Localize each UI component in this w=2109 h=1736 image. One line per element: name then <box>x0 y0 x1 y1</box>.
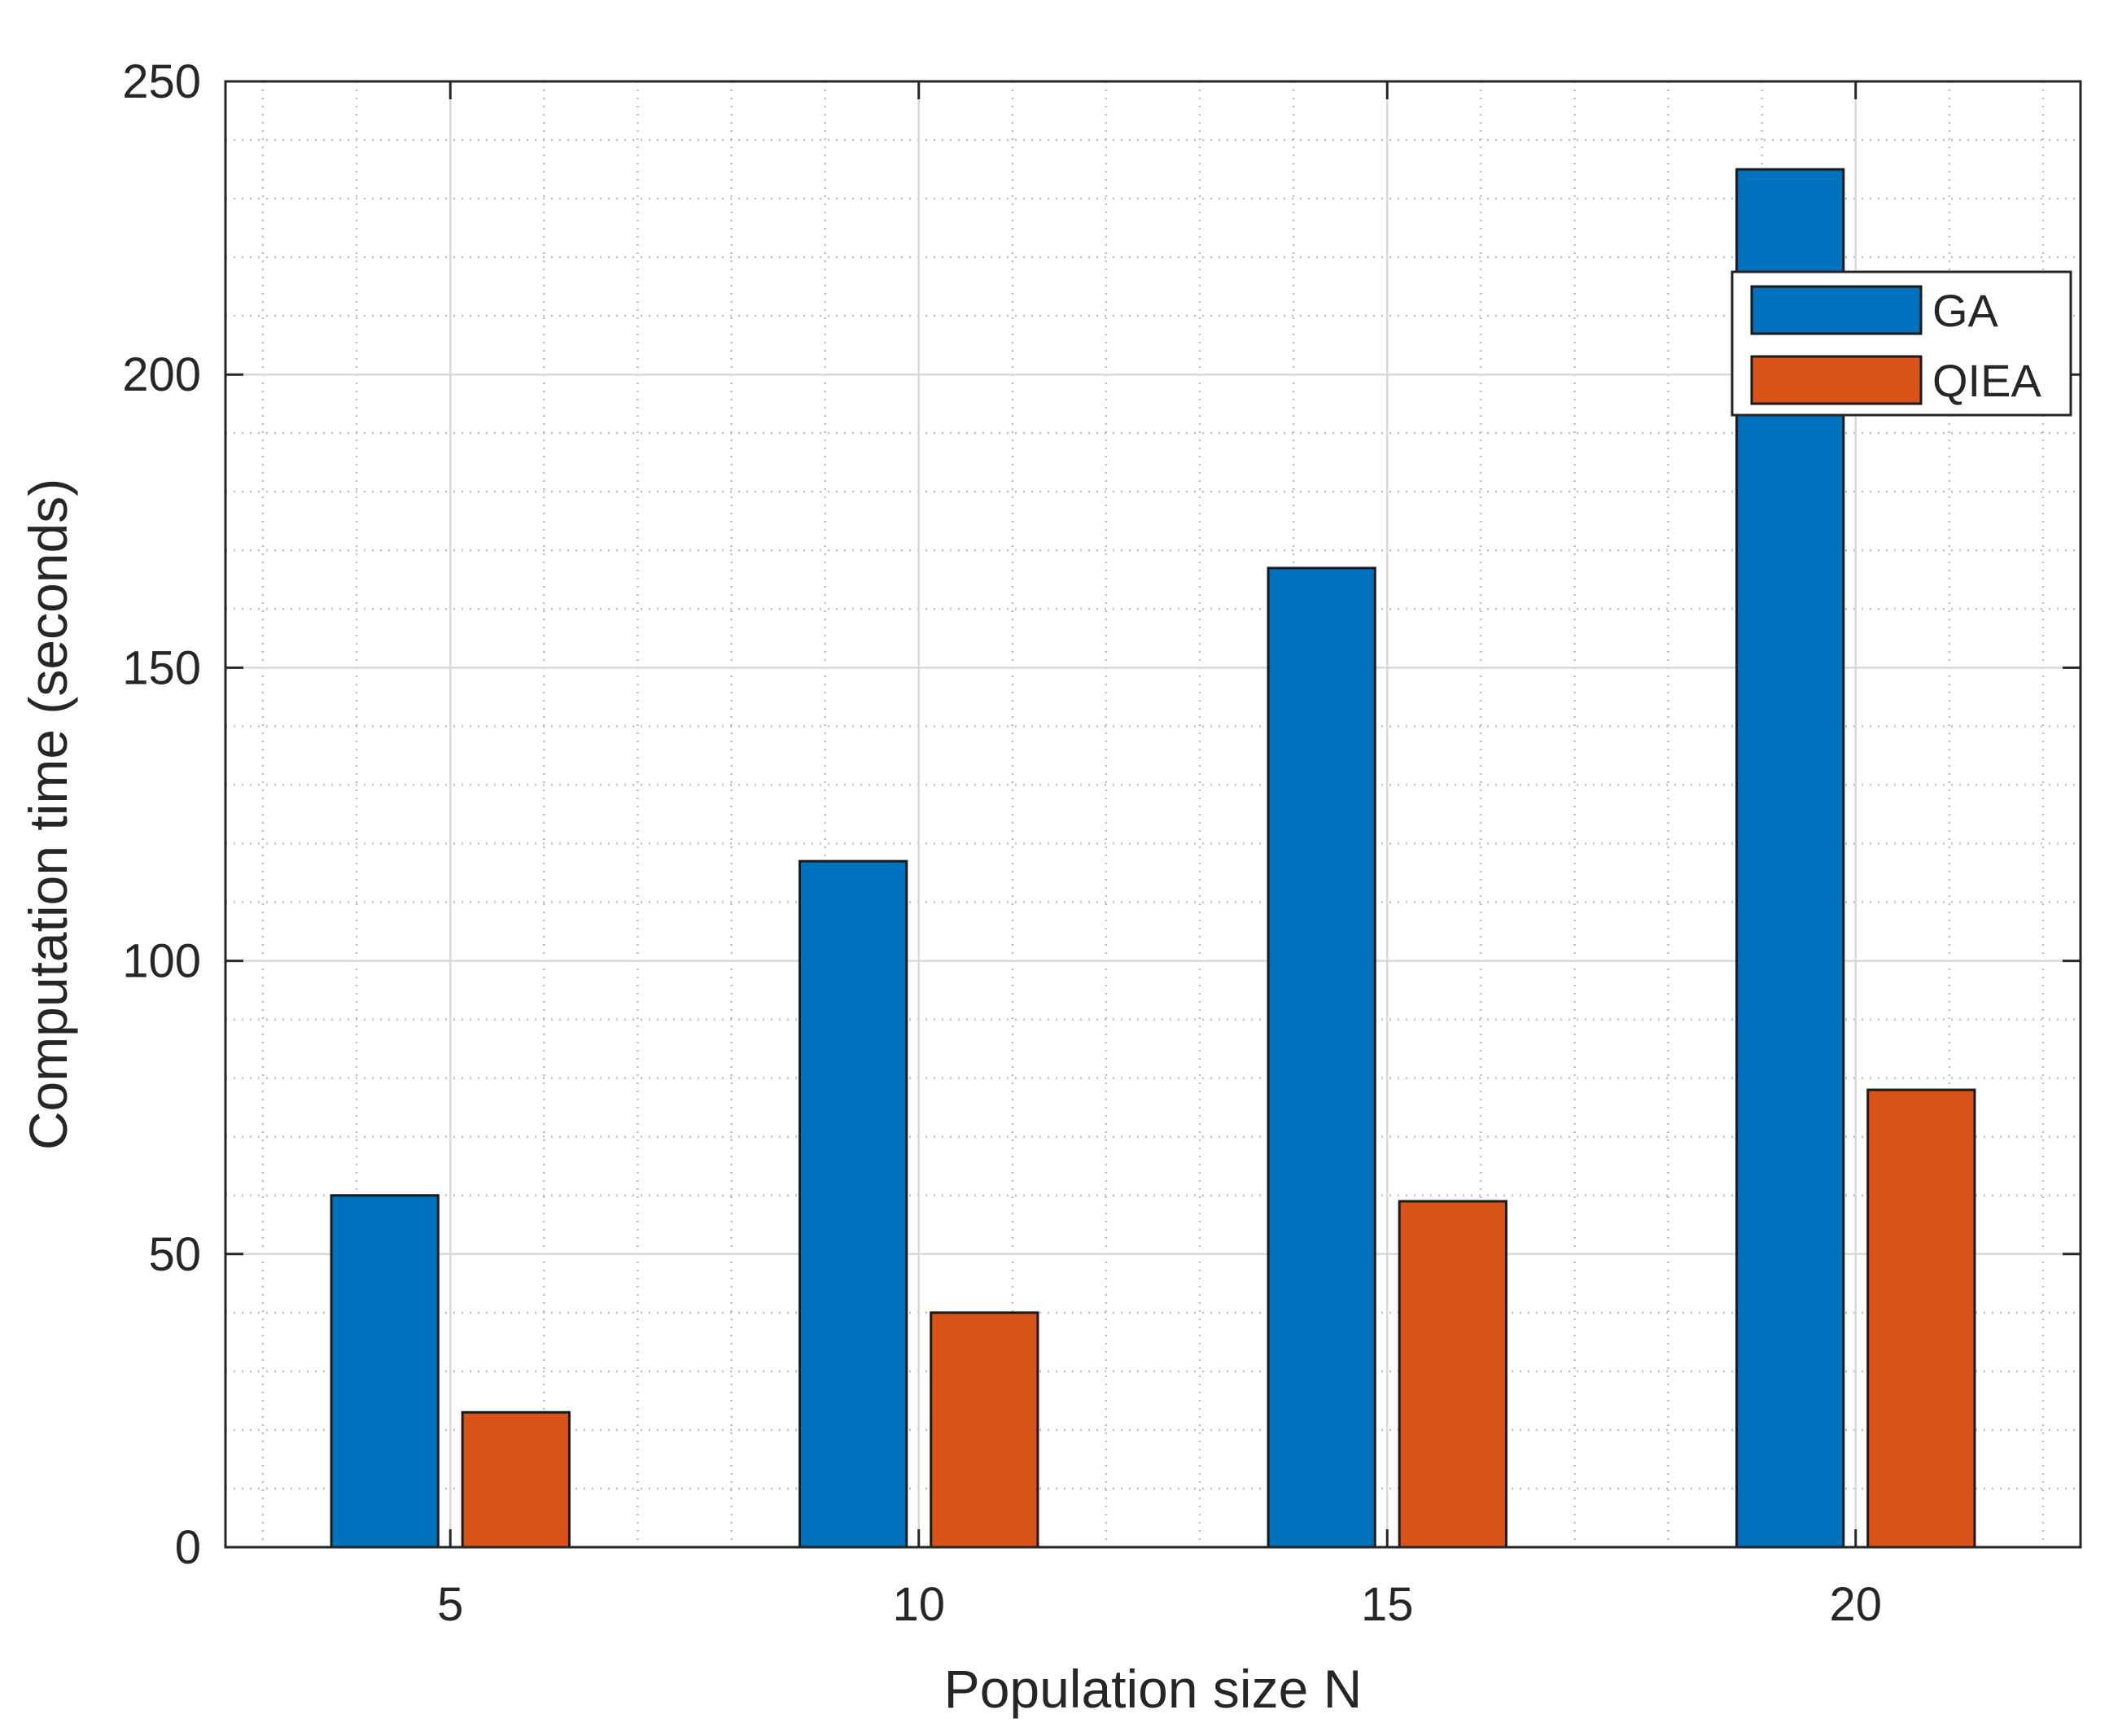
bar-ga-n15 <box>1267 566 1376 1549</box>
x-tick-label: 20 <box>1829 1578 1882 1631</box>
y-tick-label: 0 <box>175 1521 201 1574</box>
x-tick-labels: 5 10 15 20 <box>437 1578 1882 1631</box>
x-tick-label: 5 <box>437 1578 463 1631</box>
legend-label-ga: GA <box>1932 285 1999 336</box>
x-tick-label: 15 <box>1361 1578 1414 1631</box>
y-tick-label: 200 <box>122 348 201 401</box>
bar-qiea-n20 <box>1866 1088 1976 1549</box>
y-tick-label: 100 <box>122 935 201 988</box>
y-tick-label: 250 <box>122 55 201 108</box>
bars-group <box>330 168 1976 1549</box>
axes-box <box>224 80 2082 1549</box>
x-axis-label: Population size N <box>944 1659 1363 1719</box>
bar-qiea-n5 <box>461 1410 571 1549</box>
x-tick-label: 10 <box>892 1578 945 1631</box>
legend: GA QIEA <box>1731 270 2072 417</box>
bar-ga-n5 <box>330 1194 440 1549</box>
bar-ga-n10 <box>799 859 908 1549</box>
legend-swatch-qiea <box>1750 355 1923 405</box>
bar-qiea-n10 <box>930 1311 1039 1549</box>
y-tick-labels: 0 50 100 150 200 250 <box>122 55 201 1574</box>
y-tick-label: 150 <box>122 641 201 694</box>
y-tick-label: 50 <box>148 1228 201 1281</box>
legend-swatch-ga <box>1750 285 1923 335</box>
bar-qiea-n15 <box>1398 1200 1507 1549</box>
legend-label-qiea: QIEA <box>1932 355 2041 406</box>
y-axis-label: Computation time (seconds) <box>18 479 78 1150</box>
